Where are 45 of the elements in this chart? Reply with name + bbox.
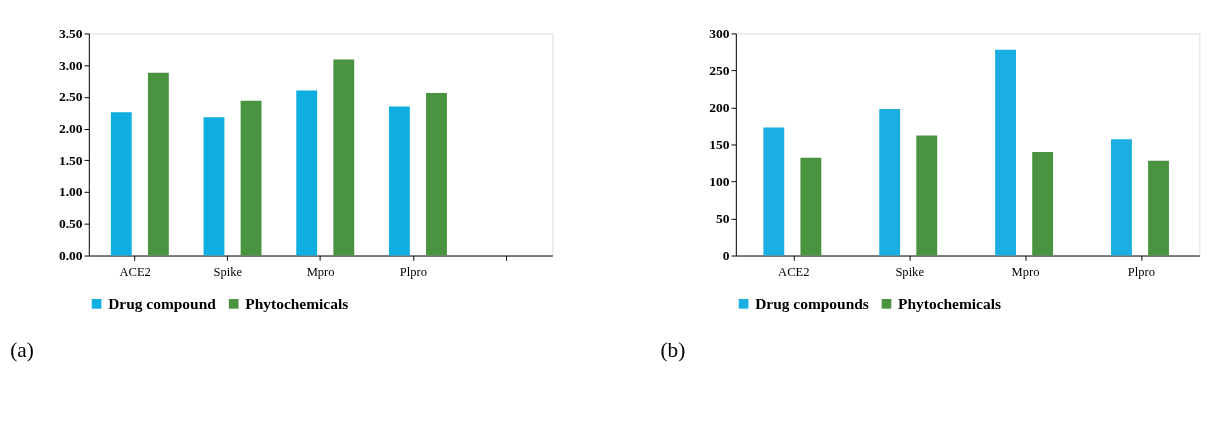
x-tick-label: Plpro xyxy=(399,265,427,280)
legend-label: Phytochemicals xyxy=(245,294,349,312)
bar xyxy=(916,135,938,256)
bar xyxy=(763,127,785,256)
y-tick-label: 3.00 xyxy=(58,57,83,73)
text: (a) xyxy=(10,337,34,362)
y-tick-label: 250 xyxy=(709,62,730,78)
y-tick-label: 200 xyxy=(709,99,730,115)
x-tick-label: ACE2 xyxy=(119,265,151,280)
bar xyxy=(203,117,225,256)
y-tick-label: 0.00 xyxy=(58,247,83,263)
bar xyxy=(296,90,318,256)
bar xyxy=(333,59,355,256)
bar xyxy=(426,93,447,256)
y-tick-label: 3.50 xyxy=(58,25,83,41)
y-tick-label: 50 xyxy=(716,210,730,226)
bar xyxy=(1032,151,1054,256)
bar xyxy=(388,106,410,256)
y-tick-label: 1.50 xyxy=(58,152,83,168)
x-tick-label: Spike xyxy=(895,265,925,280)
x-tick-label: ACE2 xyxy=(778,265,810,280)
legend-label: Drug compound xyxy=(108,294,217,312)
y-tick-label: 2.50 xyxy=(58,89,83,105)
bar xyxy=(800,157,822,256)
y-tick-label: 100 xyxy=(709,173,730,189)
bar xyxy=(1148,160,1169,256)
x-tick-label: Mpro xyxy=(1011,265,1040,280)
bar xyxy=(240,100,262,256)
y-tick-label: 150 xyxy=(709,136,730,152)
x-tick-label: Plpro xyxy=(1127,265,1156,280)
x-tick-label: Mpro xyxy=(306,265,335,280)
bar xyxy=(1111,139,1132,256)
bar xyxy=(879,108,901,256)
y-tick-label: 1.00 xyxy=(58,184,83,200)
legend-label: Drug compounds xyxy=(755,294,869,312)
y-tick-label: 300 xyxy=(709,25,730,41)
legend-label: Phytochemicals xyxy=(898,294,1001,312)
x-tick-label: Spike xyxy=(213,265,243,280)
bar xyxy=(995,49,1016,256)
y-tick-label: 0.50 xyxy=(58,216,83,232)
text: (b) xyxy=(660,337,686,362)
bar xyxy=(147,72,169,256)
y-tick-label: 0 xyxy=(722,247,730,263)
bar xyxy=(110,112,132,256)
y-tick-label: 2.00 xyxy=(58,120,83,136)
